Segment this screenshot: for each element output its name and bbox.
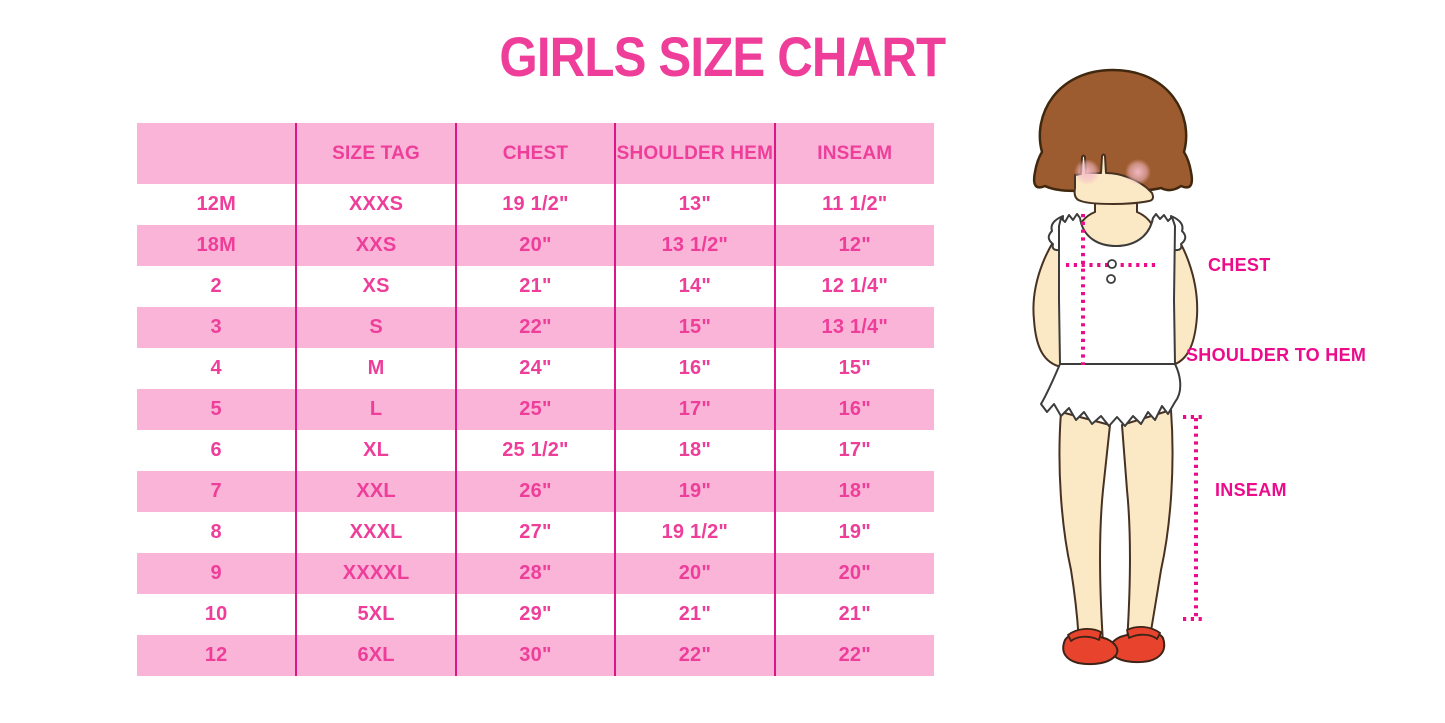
table-row: 6 XL 25 1/2" 18" 17" <box>137 430 934 471</box>
table-cell: 26" <box>455 471 617 512</box>
table-cell: 22" <box>455 307 617 348</box>
left-blush <box>1074 159 1100 185</box>
shoulder-to-hem-measurement-label: SHOULDER TO HEM <box>1186 345 1367 365</box>
table-cell: 22" <box>615 635 776 676</box>
table-cell: 9 <box>137 553 298 594</box>
table-cell: 6 <box>137 430 298 471</box>
table-cell: 21" <box>455 266 617 307</box>
header-cell: CHEST <box>455 123 617 184</box>
table-cell: 30" <box>455 635 617 676</box>
table-cell: 12 <box>137 635 298 676</box>
table-cell: 27" <box>455 512 617 553</box>
table-cell: 4 <box>137 348 298 389</box>
size-table: SIZE TAG CHEST SHOULDER HEM INSEAM 12M XXXS 1… <box>137 123 934 676</box>
table-cell: L <box>296 389 457 430</box>
size-table-body: 12M XXXS 19 1/2" 13" 11 1/2" 18M XXS 20" 13 1/2"… <box>137 184 934 676</box>
table-cell: 15" <box>838 357 871 379</box>
header-cell: SIZE TAG <box>296 123 457 184</box>
header-cell: INSEAM <box>774 123 934 184</box>
table-cell: 28" <box>455 553 617 594</box>
table-cell: 20" <box>838 562 871 584</box>
table-row: 2 XS 21" 14" 12 1/4" <box>137 266 934 307</box>
table-cell: 15" <box>615 307 776 348</box>
table-cell: 19" <box>838 521 871 543</box>
table-cell: 20" <box>455 225 617 266</box>
table-cell: XS <box>296 266 457 307</box>
table-row: 10 5XL 29" 21" 21" <box>137 594 934 635</box>
inseam-measurement-label: INSEAM <box>1215 480 1287 500</box>
table-cell: 10 <box>137 594 298 635</box>
bottom-button <box>1106 274 1116 284</box>
table-cell: 19 1/2" <box>455 184 617 225</box>
table-cell: 25" <box>455 389 617 430</box>
table-row: 18M XXS 20" 13 1/2" 12" <box>137 225 934 266</box>
table-cell: 18" <box>615 430 776 471</box>
table-cell: XL <box>296 430 457 471</box>
table-cell: 11 1/2" <box>822 193 888 215</box>
table-cell: XXL <box>296 471 457 512</box>
table-cell: 12" <box>838 234 871 256</box>
header-row: SIZE TAG CHEST SHOULDER HEM INSEAM <box>137 123 934 184</box>
right-leg <box>1121 409 1174 644</box>
table-cell: 18" <box>838 480 871 502</box>
table-cell: S <box>296 307 457 348</box>
table-cell: 17" <box>615 389 776 430</box>
table-cell: 8 <box>137 512 298 553</box>
table-cell: 19 1/2" <box>615 512 776 553</box>
table-cell: 29" <box>455 594 617 635</box>
girl-measurement-illustration <box>1032 68 1206 666</box>
table-cell: 6XL <box>296 635 457 676</box>
table-cell: 14" <box>615 266 776 307</box>
table-cell: 25 1/2" <box>455 430 617 471</box>
right-shoe-strap <box>1126 626 1161 640</box>
table-cell: 12M <box>137 184 298 225</box>
table-cell: 13" <box>615 184 776 225</box>
table-row: 4 M 24" 16" 15" <box>137 348 934 389</box>
table-cell: 5 <box>137 389 298 430</box>
table-cell: 5XL <box>296 594 457 635</box>
table-cell: 16" <box>615 348 776 389</box>
bodice <box>1058 213 1176 365</box>
table-cell: 20" <box>615 553 776 594</box>
skirt <box>1040 363 1182 427</box>
size-table-header: SIZE TAG CHEST SHOULDER HEM INSEAM <box>137 123 934 184</box>
table-cell: 7 <box>137 471 298 512</box>
table-cell: 3 <box>137 307 298 348</box>
header-cell <box>137 123 298 184</box>
table-row: 7 XXL 26" 19" 18" <box>137 471 934 512</box>
table-cell: 21" <box>838 603 871 625</box>
table-cell: 12 1/4" <box>821 275 889 297</box>
table-cell: 21" <box>615 594 776 635</box>
table-cell: 13 1/2" <box>615 225 776 266</box>
table-cell: 19" <box>615 471 776 512</box>
table-row: 12 6XL 30" 22" 22" <box>137 635 934 676</box>
table-cell: 2 <box>137 266 298 307</box>
left-leg <box>1058 411 1111 644</box>
table-cell: XXS <box>296 225 457 266</box>
left-shoe-strap <box>1067 628 1102 642</box>
table-row: 5 L 25" 17" 16" <box>137 389 934 430</box>
table-cell: XXXL <box>296 512 457 553</box>
chest-measurement-label: CHEST <box>1208 255 1271 275</box>
table-cell: XXXXL <box>296 553 457 594</box>
table-cell: 22" <box>838 644 871 666</box>
table-cell: 24" <box>455 348 617 389</box>
table-cell: 13 1/4" <box>821 316 889 338</box>
face <box>1073 153 1154 205</box>
table-row: 9 XXXXL 28" 20" 20" <box>137 553 934 594</box>
table-row: 3 S 22" 15" 13 1/4" <box>137 307 934 348</box>
table-cell: M <box>296 348 457 389</box>
top-button <box>1107 259 1117 269</box>
table-row: 8 XXXL 27" 19 1/2" 19" <box>137 512 934 553</box>
table-cell: XXXS <box>296 184 457 225</box>
table-cell: 17" <box>838 439 871 461</box>
right-blush <box>1125 159 1151 185</box>
table-row: 12M XXXS 19 1/2" 13" 11 1/2" <box>137 184 934 225</box>
header-cell: SHOULDER HEM <box>615 123 776 184</box>
page-title: GIRLS SIZE CHART <box>499 25 947 88</box>
table-cell: 16" <box>838 398 871 420</box>
table-cell: 18M <box>137 225 298 266</box>
